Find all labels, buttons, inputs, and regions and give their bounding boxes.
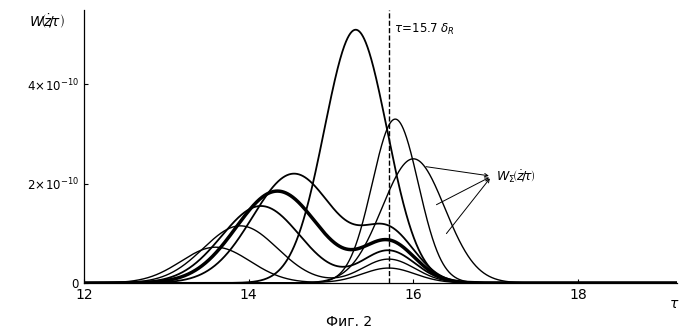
Text: $W_{\Sigma}\!\left(\dot{z}\!/\!\tau\right)$: $W_{\Sigma}\!\left(\dot{z}\!/\!\tau\righ…	[496, 168, 535, 185]
Text: $\tau$: $\tau$	[669, 297, 679, 311]
Text: Фиг. 2: Фиг. 2	[326, 315, 372, 329]
Text: $W\!\left(\!\dot{z}\!/\!\tau\right)$: $W\!\left(\!\dot{z}\!/\!\tau\right)$	[29, 13, 65, 31]
Text: $\tau\!=\!15.7\ \delta_R$: $\tau\!=\!15.7\ \delta_R$	[394, 22, 455, 38]
